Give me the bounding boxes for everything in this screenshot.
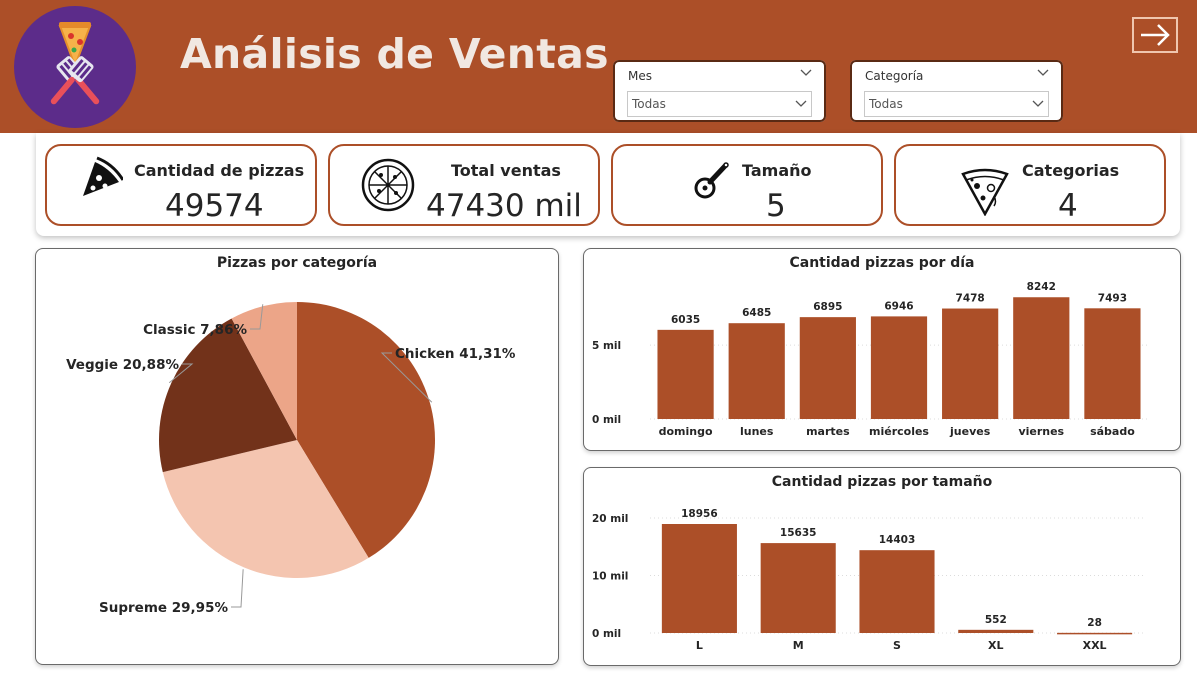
size-bar-chart-card: Cantidad pizzas por tamaño 0 mil 10 mil 20… [583, 467, 1181, 666]
pizza-toppings-icon [961, 168, 1009, 216]
bar-sábado[interactable] [1084, 308, 1141, 419]
bar-lunes[interactable] [728, 323, 785, 419]
pie-leader-line [380, 352, 433, 403]
bar-value-label: 7493 [1098, 292, 1127, 304]
bar-value-label: 15635 [780, 527, 817, 539]
pie-slice-label: Chicken 41,31% [395, 346, 516, 362]
x-tick-label: lunes [740, 425, 774, 438]
y-tick-label: 0 mil [592, 628, 621, 640]
pizza-cutter-icon [694, 162, 729, 199]
pizza-slice-icon [83, 156, 123, 196]
category-slicer-label: Categoría [865, 69, 924, 83]
kpi-card-size: Tamaño 5 [611, 144, 883, 226]
x-tick-label: XXL [1083, 639, 1107, 652]
kpi-label: Categorias [1022, 161, 1120, 180]
month-dropdown[interactable]: Todas [627, 91, 812, 117]
y-tick-label: 0 mil [592, 414, 621, 426]
bar-value-label: 28 [1087, 617, 1102, 629]
category-slicer[interactable]: Categoría Todas [850, 60, 1063, 122]
bar-martes[interactable] [799, 317, 856, 419]
whole-pizza-icon [361, 158, 415, 212]
pie-leader-line [250, 304, 264, 330]
kpi-label: Cantidad de pizzas [134, 161, 305, 180]
bar-value-label: 18956 [681, 508, 718, 520]
pie-slice-classic[interactable] [231, 302, 297, 440]
bar-M[interactable] [760, 543, 836, 633]
exit-button[interactable] [1132, 17, 1178, 53]
bar-L[interactable] [661, 524, 737, 633]
day-chart-title: Cantidad pizzas por día [789, 255, 975, 271]
pie-leader-line [168, 363, 194, 384]
x-tick-label: M [793, 639, 804, 652]
bar-value-label: 8242 [1027, 281, 1056, 293]
bar-value-label: 6946 [884, 300, 913, 312]
kpi-label: Total ventas [451, 161, 561, 180]
bar-value-label: 6895 [813, 301, 842, 313]
pie-leader-line [231, 569, 244, 608]
bar-jueves[interactable] [942, 308, 999, 419]
x-tick-label: XL [988, 639, 1004, 652]
kpi-card-sales: Total ventas 47430 mil [328, 144, 600, 226]
kpi-value: 4 [1058, 188, 1078, 224]
pie-slice-chicken[interactable] [297, 302, 435, 558]
pie-slice-label: Veggie 20,88% [66, 357, 179, 373]
x-tick-label: miércoles [869, 425, 929, 438]
bar-value-label: 6485 [742, 307, 771, 319]
kpi-card-pizzas: Cantidad de pizzas 49574 [45, 144, 317, 226]
arrow-right-icon [1141, 24, 1170, 46]
pizza-spatulas-logo [14, 6, 136, 128]
bar-miércoles[interactable] [870, 316, 928, 419]
bar-value-label: 14403 [879, 534, 916, 546]
pie-slice-label: Classic 7,86% [143, 322, 247, 338]
y-tick-label: 20 mil [592, 513, 628, 525]
day-bar-chart-card: Cantidad pizzas por día 0 mil 5 mil 6035 do… [583, 248, 1181, 451]
page-title: Análisis de Ventas [180, 30, 609, 78]
pie-chart-card: Pizzas por categoría Chicken 41,31% Supre… [35, 248, 559, 665]
pie-chart: Chicken 41,31% Supreme 29,95% Veggie 20,88… [66, 302, 516, 616]
x-tick-label: viernes [1018, 425, 1064, 438]
chevron-down-icon [795, 100, 807, 107]
kpi-label: Tamaño [742, 161, 812, 180]
bar-S[interactable] [859, 550, 935, 633]
month-slicer[interactable]: Mes Todas [613, 60, 826, 122]
bar-value-label: 6035 [671, 314, 700, 326]
size-chart-title: Cantidad pizzas por tamaño [771, 474, 993, 490]
y-tick-label: 10 mil [592, 571, 628, 583]
x-tick-label: jueves [949, 425, 991, 438]
x-tick-label: domingo [659, 425, 713, 438]
x-tick-label: sábado [1090, 425, 1135, 438]
x-tick-label: S [893, 639, 901, 652]
size-bar-chart: 0 mil 10 mil 20 mil 18956 L 15635 M 14403 S 552 XL… [592, 508, 1144, 652]
kpi-value: 47430 mil [426, 188, 582, 224]
pie-chart-title: Pizzas por categoría [216, 255, 378, 271]
header-bar: Análisis de Ventas Mes Todas Categoría T… [0, 0, 1197, 133]
chevron-down-icon [1032, 100, 1044, 107]
x-tick-label: martes [806, 425, 850, 438]
category-dropdown[interactable]: Todas [864, 91, 1049, 117]
pie-slice-supreme[interactable] [162, 440, 369, 578]
pie-slice-veggie[interactable] [159, 318, 297, 473]
chevron-down-icon[interactable] [800, 68, 812, 78]
kpi-value: 5 [766, 188, 786, 224]
bar-XL[interactable] [958, 629, 1034, 633]
kpi-card-categories: Categorias 4 [894, 144, 1166, 226]
x-tick-label: L [696, 639, 703, 652]
bar-viernes[interactable] [1013, 297, 1070, 419]
chevron-down-icon[interactable] [1037, 68, 1049, 78]
pie-slice-label: Supreme 29,95% [99, 600, 228, 616]
month-slicer-label: Mes [628, 69, 652, 83]
bar-value-label: 552 [985, 614, 1007, 626]
bar-domingo[interactable] [657, 329, 714, 419]
day-bar-chart: 0 mil 5 mil 6035 domingo 6485 lunes 6895 martes… [592, 281, 1148, 438]
category-dropdown-value: Todas [869, 97, 903, 111]
month-dropdown-value: Todas [632, 97, 666, 111]
y-tick-label: 5 mil [592, 340, 621, 352]
bar-value-label: 7478 [956, 293, 985, 305]
kpi-value: 49574 [165, 188, 264, 224]
bar-XXL[interactable] [1057, 632, 1133, 635]
